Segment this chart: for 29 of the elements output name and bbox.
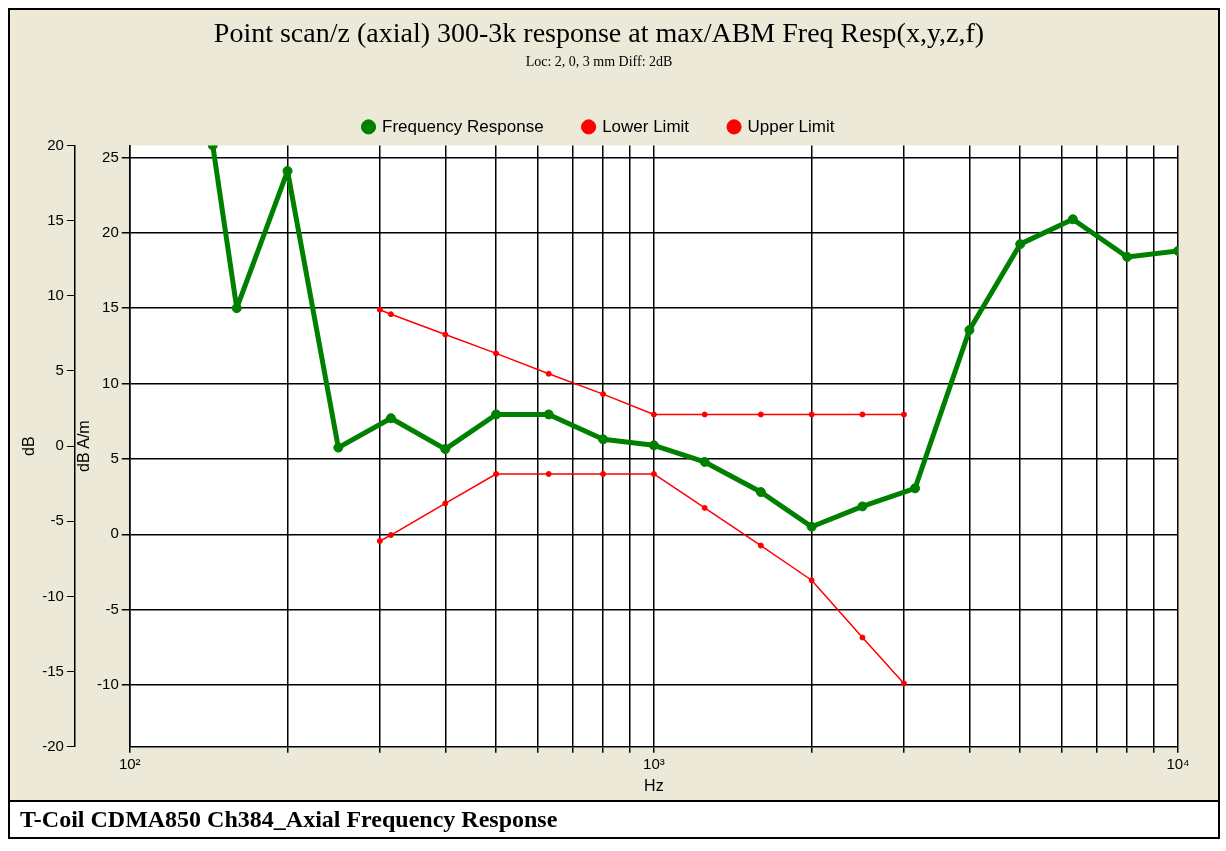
y2-tick-label: -5 <box>50 511 64 529</box>
legend-label: Upper Limit <box>747 116 835 136</box>
legend-label: Lower Limit <box>602 116 690 136</box>
y2-tick-label: -10 <box>42 586 64 604</box>
chart-subtitle: Loc: 2, 0, 3 mm Diff: 2dB <box>525 53 673 69</box>
y-tick-label: 15 <box>102 298 119 316</box>
y2-tick-label: 0 <box>55 436 64 454</box>
y-tick-label: 10 <box>102 373 119 391</box>
y2-tick-label: 15 <box>47 210 64 228</box>
x-axis-title: Hz <box>644 776 664 794</box>
y-tick-label: 5 <box>110 449 119 467</box>
y2-tick-label: 20 <box>47 135 64 153</box>
chart-title: Point scan/z (axial) 300-3k response at max/ABM Freq Resp(x,y,z,f) <box>213 17 985 49</box>
y-tick-label: -5 <box>105 599 119 617</box>
y-tick-label: -10 <box>97 675 119 693</box>
y-axis-title: dB A/m <box>74 420 92 472</box>
text: T-Coil CDMA850 Ch384_Axial Frequency Response <box>10 800 1218 837</box>
x-tick-label: 10³ <box>643 754 665 772</box>
y2-tick-label: 5 <box>55 361 64 379</box>
y-tick-label: 20 <box>102 222 119 240</box>
y2-tick-label: -15 <box>42 661 64 679</box>
y-tick-label: 0 <box>110 524 119 542</box>
y2-tick-label: -20 <box>42 736 64 754</box>
y2-tick-label: 10 <box>47 285 64 303</box>
x-tick-label: 10² <box>118 754 141 772</box>
y-tick-label: 25 <box>102 147 119 165</box>
x-tick-label: 10⁴ <box>1166 754 1190 772</box>
legend-label: Frequency Response <box>382 116 544 136</box>
y2-axis-title: dB <box>20 436 38 456</box>
